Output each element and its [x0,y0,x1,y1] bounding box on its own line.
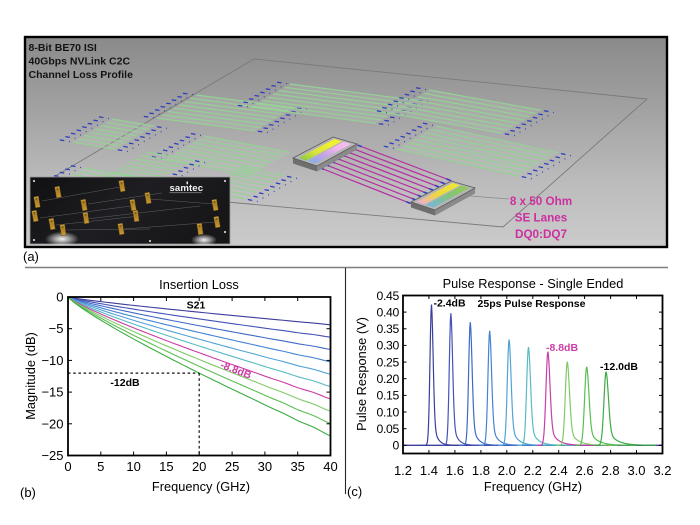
svg-text:3.0: 3.0 [627,463,645,478]
svg-text:8 x 50 Ohm: 8 x 50 Ohm [510,195,572,208]
svg-text:samtec: samtec [170,183,204,194]
svg-text:0: 0 [64,459,71,474]
svg-text:0: 0 [56,290,63,305]
svg-text:Magnitude (dB): Magnitude (dB) [23,332,38,420]
svg-text:15: 15 [159,459,173,474]
svg-text:2.2: 2.2 [524,463,542,478]
svg-text:0.05: 0.05 [376,422,399,436]
svg-text:0.20: 0.20 [376,372,399,386]
svg-text:25ps Pulse Response: 25ps Pulse Response [478,298,586,310]
svg-text:8-Bit BE70 ISI: 8-Bit BE70 ISI [29,42,97,54]
svg-text:Insertion Loss: Insertion Loss [159,277,239,292]
svg-text:0.40: 0.40 [376,305,399,319]
svg-text:Frequency (GHz): Frequency (GHz) [152,479,250,494]
svg-text:1.2: 1.2 [394,463,412,478]
svg-text:5: 5 [97,459,104,474]
svg-text:−10: −10 [41,353,63,368]
svg-text:10: 10 [126,459,140,474]
svg-text:S21: S21 [187,300,206,312]
svg-text:DQ0:DQ7: DQ0:DQ7 [515,228,567,241]
svg-text:40: 40 [323,459,337,474]
svg-text:Pulse Response - Single Ended: Pulse Response - Single Ended [443,276,624,291]
svg-text:(b): (b) [20,485,36,500]
svg-text:Frequency (GHz): Frequency (GHz) [484,479,582,494]
svg-text:−5: −5 [49,321,64,336]
svg-text:−15: −15 [41,385,63,400]
svg-text:1.8: 1.8 [472,463,490,478]
svg-text:2.4: 2.4 [550,463,568,478]
svg-text:1.4: 1.4 [420,463,438,478]
svg-text:0.10: 0.10 [376,405,399,419]
svg-text:0.30: 0.30 [376,339,399,353]
svg-text:2.6: 2.6 [576,463,594,478]
svg-text:2.0: 2.0 [498,463,516,478]
svg-text:−20: −20 [41,416,63,431]
svg-text:3.2: 3.2 [653,463,671,478]
svg-text:-8.8dB: -8.8dB [546,342,579,354]
svg-text:1.6: 1.6 [446,463,464,478]
svg-text:−25: −25 [41,448,63,463]
svg-text:-12.0dB: -12.0dB [600,361,638,373]
svg-text:-12dB: -12dB [110,377,140,389]
svg-text:-2.4dB: -2.4dB [433,298,466,310]
svg-text:(c): (c) [347,484,362,499]
svg-text:2.8: 2.8 [602,463,620,478]
svg-text:Pulse Response (V): Pulse Response (V) [354,317,369,431]
svg-text:40Gbps NVLink C2C: 40Gbps NVLink C2C [29,56,131,68]
svg-text:20: 20 [192,459,206,474]
svg-text:35: 35 [290,459,304,474]
svg-text:30: 30 [258,459,272,474]
svg-text:0.15: 0.15 [376,389,399,403]
svg-text:Channel Loss Profile: Channel Loss Profile [29,69,134,81]
svg-text:0: 0 [393,439,400,453]
svg-text:25: 25 [225,459,239,474]
svg-text:SE Lanes: SE Lanes [515,212,568,225]
svg-text:(a): (a) [23,249,39,264]
svg-text:0.45: 0.45 [376,289,399,303]
svg-text:0.35: 0.35 [376,322,399,336]
svg-text:0.25: 0.25 [376,355,399,369]
